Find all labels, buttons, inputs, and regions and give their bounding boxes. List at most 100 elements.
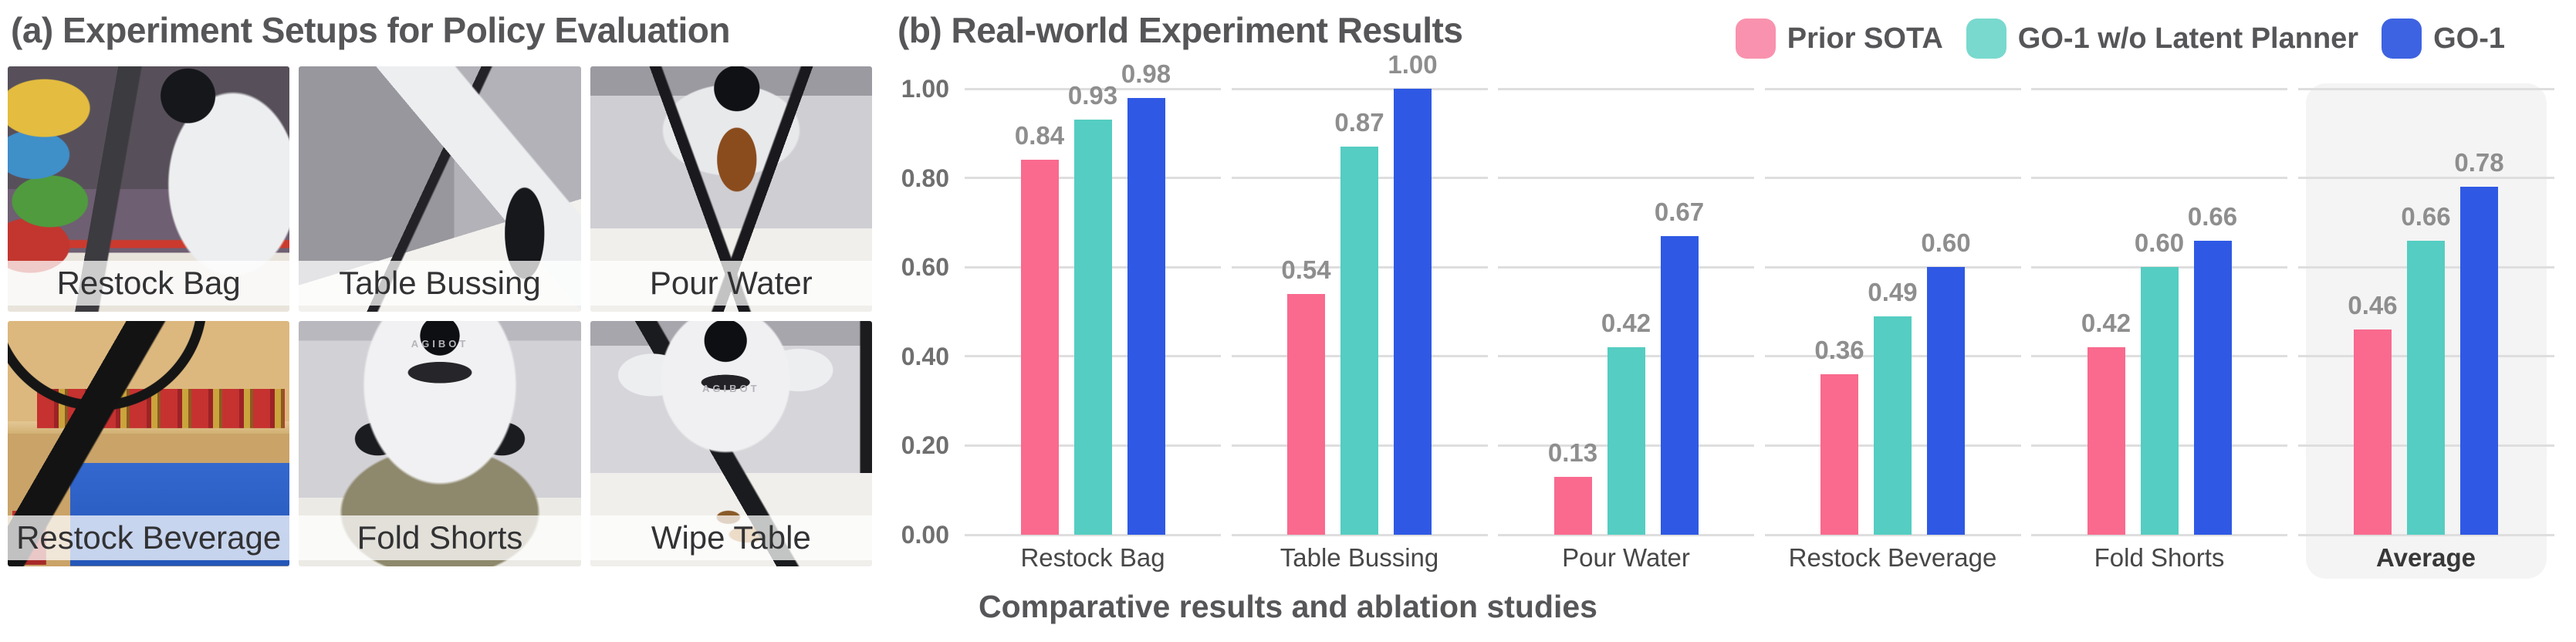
setup-label: Pour Water	[590, 261, 872, 306]
robot-brand-text: AGIBOT	[411, 338, 469, 350]
gridline-segment	[1764, 87, 2021, 90]
gridline-segment	[1764, 533, 2021, 536]
bar-group-restock-bag: 0.84 0.93 0.98	[1015, 59, 1171, 535]
setup-label: Restock Beverage	[8, 515, 290, 560]
bar-prior-sota-restock-bag	[1020, 160, 1059, 535]
bar-prior-sota-average	[2354, 329, 2392, 535]
bar-prior-sota-fold-shorts	[2087, 347, 2125, 535]
gridline-segment	[1498, 177, 1754, 180]
legend-label: GO-1	[2433, 22, 2505, 55]
legend-swatch-go-1-w-o-latent-planner	[1966, 19, 2006, 59]
bar-value-label: 0.42	[2081, 309, 2131, 337]
bar-go-1-fold-shorts	[2193, 241, 2232, 535]
bar-go-1-w-o-latent-planner-fold-shorts	[2140, 267, 2179, 535]
bar-group-pour-water: 0.13 0.42 0.67	[1548, 89, 1704, 535]
gridline-segment	[965, 87, 1221, 90]
bar-value-label: 0.49	[1868, 278, 1918, 306]
setup-label: Table Bussing	[299, 261, 581, 306]
bar-value-label: 0.98	[1121, 59, 1171, 88]
experiment-photo-grid: Restock Bag Table Bussing Pour Water Restoc…	[8, 66, 872, 566]
bar-value-label: 0.13	[1547, 438, 1598, 467]
gridline-segment	[1764, 177, 2021, 180]
bar-group-restock-beverage: 0.36 0.49 0.60	[1814, 89, 1971, 535]
x-axis-label-restock-beverage: Restock Beverage	[1788, 543, 1997, 572]
setup-photo-wipe-table: AGIBOT Wipe Table	[590, 321, 872, 566]
bar-value-label: 0.60	[2134, 228, 2185, 257]
x-axis-label-table-bussing: Table Bussing	[1280, 543, 1439, 572]
bar-go-1-w-o-latent-planner-restock-beverage	[1874, 316, 1912, 535]
robot-brand-text: AGIBOT	[702, 382, 760, 394]
gridline-segment	[2031, 533, 2287, 536]
gridline-segment	[2297, 87, 2554, 90]
y-axis-tick-label: 1.00	[901, 75, 949, 103]
bar-prior-sota-restock-beverage	[1820, 374, 1858, 535]
gridline-segment	[1231, 87, 1488, 90]
bar-value-label: 0.93	[1067, 81, 1118, 110]
legend-swatch-prior-sota	[1735, 19, 1776, 59]
bar-value-label: 0.46	[2348, 291, 2398, 319]
bar-prior-sota-table-bussing	[1287, 294, 1325, 535]
bar-go-1-average	[2460, 187, 2498, 535]
setup-photo-restock-bag: Restock Bag	[8, 66, 290, 312]
setup-photo-table-bussing: Table Bussing	[299, 66, 581, 312]
bar-go-1-pour-water	[1660, 236, 1699, 535]
bar-value-label: 0.66	[2187, 202, 2238, 231]
setup-label: Fold Shorts	[299, 515, 581, 560]
bar-value-label: 0.78	[2454, 148, 2504, 177]
y-axis-tick-label: 0.00	[901, 521, 949, 549]
y-axis-tick-label: 0.20	[901, 431, 949, 460]
y-axis-tick-label: 0.40	[901, 342, 949, 370]
panel-b-title: (b) Real-world Experiment Results	[898, 10, 1463, 50]
bar-group-table-bussing: 0.54 0.87 1.00	[1281, 50, 1438, 535]
panel-b: (b) Real-world Experiment Results Prior …	[887, 0, 2576, 642]
bar-value-label: 0.54	[1281, 255, 1331, 284]
x-axis-label-fold-shorts: Fold Shorts	[2094, 543, 2225, 572]
legend-label: GO-1 w/o Latent Planner	[2017, 22, 2359, 55]
setup-photo-fold-shorts: AGIBOT Fold Shorts	[299, 321, 581, 566]
gridline-segment	[965, 533, 1221, 536]
bar-value-label: 0.60	[1921, 228, 1971, 257]
bar-value-label: 0.36	[1814, 336, 1864, 364]
bar-go-1-table-bussing	[1394, 89, 1432, 535]
gridline-segment	[2031, 87, 2287, 90]
gridline-segment	[1231, 533, 1488, 536]
bar-prior-sota-pour-water	[1553, 477, 1592, 535]
gridline-segment	[1498, 87, 1754, 90]
bar-go-1-w-o-latent-planner-restock-bag	[1073, 120, 1112, 535]
setup-label: Restock Bag	[8, 261, 290, 306]
bar-go-1-restock-beverage	[1927, 267, 1965, 535]
y-axis-tick-label: 0.60	[901, 253, 949, 282]
setup-photo-restock-beverage: Restock Beverage	[8, 321, 290, 566]
bar-value-label: 0.84	[1014, 121, 1065, 150]
setup-label: Wipe Table	[590, 515, 872, 560]
bar-value-label: 0.66	[2401, 202, 2451, 231]
bar-go-1-w-o-latent-planner-pour-water	[1607, 347, 1645, 535]
bar-group-fold-shorts: 0.42 0.60 0.66	[2081, 89, 2237, 535]
legend-item-go-1-w-o-latent-planner: GO-1 w/o Latent Planner	[1966, 19, 2358, 59]
bar-value-label: 1.00	[1388, 50, 1438, 79]
y-axis-tick-label: 0.80	[901, 164, 949, 192]
bar-go-1-restock-bag	[1127, 98, 1165, 535]
x-axis-label-average: Average	[2375, 543, 2476, 572]
bar-value-label: 0.67	[1654, 198, 1705, 226]
panel-a-title: (a) Experiment Setups for Policy Evaluat…	[11, 10, 730, 50]
bar-go-1-w-o-latent-planner-table-bussing	[1340, 147, 1378, 535]
gridline-segment	[1498, 533, 1754, 536]
legend-item-go-1: GO-1	[2382, 19, 2505, 59]
bar-value-label: 0.42	[1601, 309, 1651, 337]
chart-legend: Prior SOTA GO-1 w/o Latent Planner GO-1	[1735, 19, 2505, 59]
legend-swatch-go-1	[2382, 19, 2422, 59]
figure-caption: Comparative results and ablation studies	[979, 589, 1597, 624]
gridline-segment	[2031, 177, 2287, 180]
legend-label: Prior SOTA	[1787, 22, 1943, 55]
legend-item-prior-sota: Prior SOTA	[1735, 19, 1943, 59]
bar-value-label: 0.87	[1334, 108, 1384, 137]
x-axis-label-restock-bag: Restock Bag	[1020, 543, 1165, 572]
gridline-segment	[1764, 265, 2021, 269]
setup-photo-pour-water: Pour Water	[590, 66, 872, 312]
gridline-segment	[2297, 533, 2554, 536]
gridline-segment	[1498, 265, 1754, 269]
bar-go-1-w-o-latent-planner-average	[2407, 241, 2445, 535]
x-axis-label-pour-water: Pour Water	[1562, 543, 1690, 572]
